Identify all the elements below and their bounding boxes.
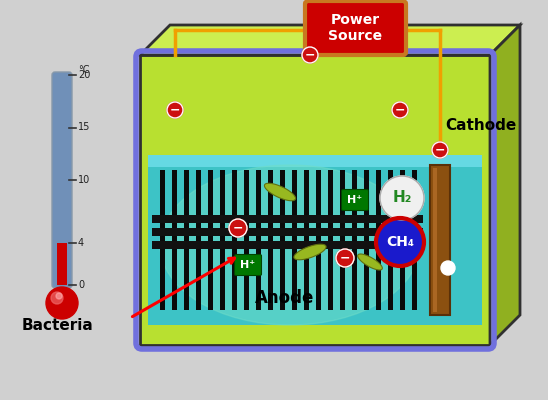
Bar [152,228,423,236]
Bar [388,170,393,310]
Bar [196,170,201,310]
Bar [280,170,285,310]
Bar [400,170,405,310]
Bar [352,170,357,310]
Circle shape [229,219,247,237]
Circle shape [376,218,424,266]
Ellipse shape [160,165,420,325]
Circle shape [380,176,424,220]
Text: Power
Source: Power Source [328,13,382,43]
Circle shape [336,249,354,267]
Bar [148,155,482,167]
Polygon shape [140,55,490,345]
Text: −: − [435,144,445,156]
Polygon shape [140,25,520,55]
Bar [184,170,189,310]
Text: 20: 20 [78,70,90,80]
Text: −: − [233,222,243,234]
Bar [340,170,345,310]
Text: H₂: H₂ [392,190,412,206]
Polygon shape [490,25,520,345]
Circle shape [56,293,62,299]
Bar [376,170,381,310]
Bar [160,170,165,310]
Text: −: − [395,104,406,116]
Bar [430,165,450,315]
Bar [412,170,417,310]
Text: −: − [340,252,350,264]
Circle shape [167,102,183,118]
Bar [172,170,177,310]
Bar [292,170,297,310]
Bar [57,243,67,285]
Bar [244,170,249,310]
Text: 15: 15 [78,122,90,132]
Text: 0: 0 [78,280,84,290]
FancyBboxPatch shape [305,1,406,55]
Text: °C: °C [78,65,89,75]
Text: 10: 10 [78,175,90,185]
Text: −: − [305,48,315,62]
Text: H⁺: H⁺ [347,195,363,205]
Circle shape [51,292,63,304]
Polygon shape [358,254,383,270]
FancyBboxPatch shape [341,190,368,210]
Text: CH₄: CH₄ [386,235,414,249]
Polygon shape [294,244,326,260]
Bar [316,170,321,310]
Bar [256,170,261,310]
Text: 4: 4 [78,238,84,248]
Bar [148,155,482,325]
Circle shape [46,287,78,319]
Bar [268,170,273,310]
Bar [232,170,237,310]
Bar [220,170,225,310]
Circle shape [392,102,408,118]
Bar [433,168,437,312]
Bar [328,170,333,310]
Circle shape [441,261,455,275]
FancyBboxPatch shape [235,254,261,276]
Bar [152,241,423,249]
Text: H⁺: H⁺ [241,260,255,270]
Bar [364,170,369,310]
Text: −: − [170,104,180,116]
Bar [208,170,213,310]
Text: Cathode: Cathode [445,118,516,132]
FancyBboxPatch shape [52,72,72,288]
Text: Anode: Anode [255,289,315,307]
Polygon shape [265,183,295,201]
Text: Bacteria: Bacteria [22,318,94,333]
Circle shape [302,47,318,63]
Circle shape [432,142,448,158]
Bar [152,215,423,223]
Bar [304,170,309,310]
